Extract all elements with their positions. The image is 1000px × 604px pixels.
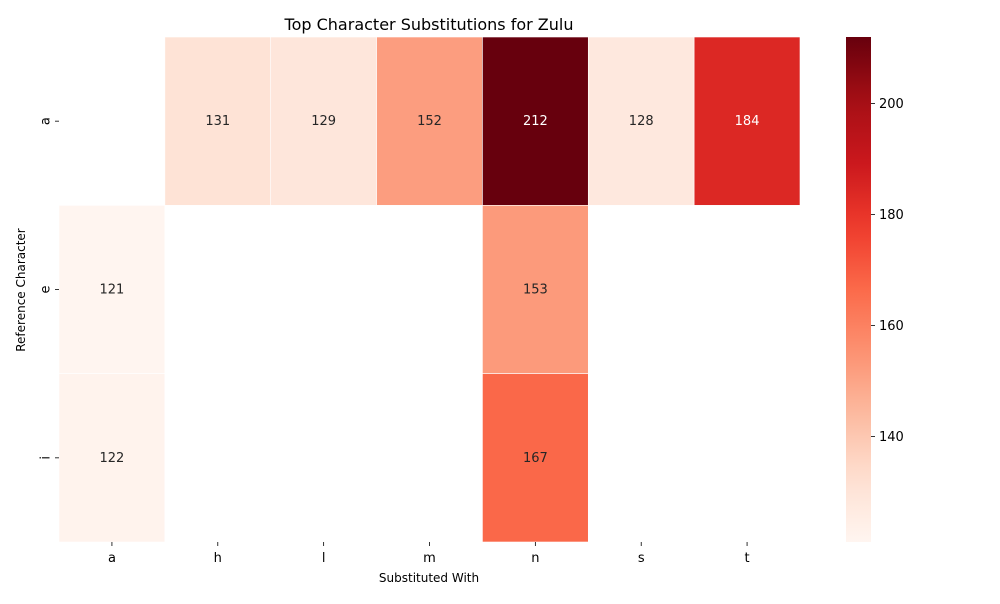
cell-value-label: 184: [735, 114, 760, 129]
heatmap-cell-a-n: [482, 36, 589, 206]
heatmap-cell-a-t: [693, 36, 801, 206]
heatmap-cell-a-l: [270, 36, 377, 206]
colorbar-tick-label: 200: [879, 97, 904, 112]
cell-value-label: 152: [417, 114, 442, 129]
y-axis-label: Reference Character: [14, 228, 28, 352]
cell-value-label: 129: [311, 114, 336, 129]
y-tick-label: i: [39, 456, 54, 460]
x-tick-label: n: [531, 551, 539, 566]
y-axis: a e i: [39, 117, 59, 460]
x-tick-label: a: [108, 551, 116, 566]
colorbar-gradient: [846, 37, 871, 542]
colorbar: 140 160 180 200: [846, 37, 904, 542]
x-tick-label: s: [638, 551, 645, 566]
x-tick-label: m: [423, 551, 436, 566]
heatmap-cell-e-a: [58, 205, 166, 374]
cell-value-label: 122: [100, 451, 125, 466]
colorbar-tick-label: 140: [879, 430, 904, 445]
cell-value-label: 167: [523, 451, 548, 466]
y-tick-label: e: [39, 286, 54, 294]
cell-value-label: 128: [629, 114, 654, 129]
heatmap-cells: 131 129 152 212 128 184 121 153 122 167: [58, 36, 801, 543]
cell-value-label: 212: [523, 114, 548, 129]
x-axis-label: Substituted With: [379, 571, 479, 585]
heatmap-cell-a-m: [376, 36, 483, 206]
x-tick-label: t: [745, 551, 750, 566]
cell-value-label: 121: [100, 283, 125, 298]
heatmap-cell-a-s: [587, 36, 695, 206]
y-tick-label: a: [39, 117, 54, 125]
heatmap-cell-e-n: [482, 205, 589, 374]
cell-value-label: 131: [205, 114, 230, 129]
heatmap-cell-i-n: [482, 373, 589, 543]
chart-title: Top Character Substitutions for Zulu: [284, 15, 574, 34]
x-tick-label: l: [322, 551, 326, 566]
cell-value-label: 153: [523, 283, 548, 298]
colorbar-tick-label: 180: [879, 208, 904, 223]
x-tick-label: h: [214, 551, 222, 566]
heatmap-cell-a-h: [164, 36, 272, 206]
colorbar-tick-label: 160: [879, 319, 904, 334]
